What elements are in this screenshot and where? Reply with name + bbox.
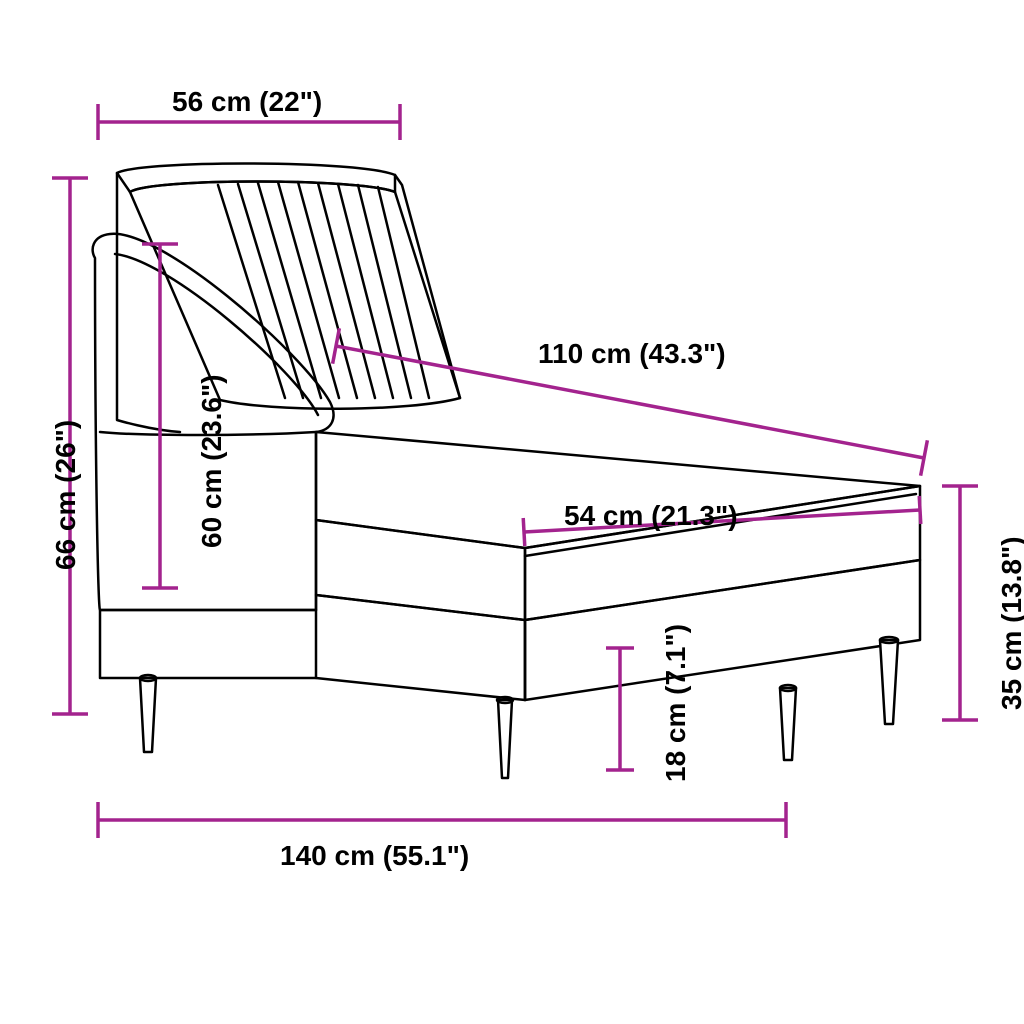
label-seat-width: 54 cm (21.3") [564,500,738,532]
label-total-height: 66 cm (26") [50,420,82,570]
label-seat-length: 110 cm (43.3") [538,338,726,370]
dimension-lines [0,0,1024,1024]
label-leg-height: 18 cm (7.1") [660,624,692,782]
label-top-width: 56 cm (22") [172,86,322,118]
label-front-height: 35 cm (13.8") [996,536,1024,710]
label-total-length: 140 cm (55.1") [280,840,469,872]
label-arm-height: 60 cm (23.6") [196,374,228,548]
diagram-stage: 56 cm (22") 110 cm (43.3") 54 cm (21.3")… [0,0,1024,1024]
